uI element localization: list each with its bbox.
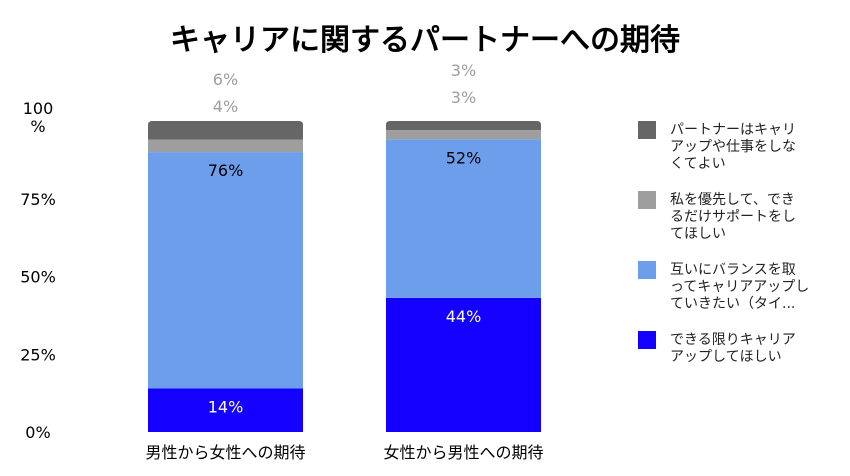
legend-swatch: [638, 121, 656, 139]
legend-label: 互いにバランスを取ってキャリアアップしていきたい（タイ...: [670, 262, 809, 312]
bar-segment: [386, 121, 541, 131]
bar-segment: [386, 297, 541, 432]
legend-label: できる限りキャリアアップしてほしい: [670, 332, 796, 365]
legend: パートナーはキャリアップや仕事をしなくてよい私を優先して、できるだけサポートをし…: [638, 121, 809, 365]
y-tick-label: 25%: [20, 345, 56, 364]
y-tick-label: 100%: [23, 99, 54, 136]
data-label: 4%: [213, 97, 238, 116]
bar-segment: [386, 130, 541, 140]
data-label: 6%: [213, 70, 238, 89]
legend-swatch: [638, 261, 656, 279]
y-tick-label: 50%: [20, 268, 56, 287]
bar-segment: [148, 152, 303, 389]
y-tick-label: 0%: [25, 423, 50, 442]
bar-segment: [386, 139, 541, 298]
bar-segment: [148, 139, 303, 153]
legend-label: 私を優先して、できるだけサポートをしてほしい: [670, 192, 796, 242]
data-label: 44%: [446, 307, 482, 326]
y-axis: 0% 25% 50% 75% 100%: [20, 99, 56, 442]
legend-swatch: [638, 191, 656, 209]
x-category-label: 女性から男性への期待: [383, 443, 543, 462]
bar-group: [148, 121, 541, 432]
data-label: 3%: [451, 61, 476, 80]
y-tick-label: 75%: [20, 190, 56, 209]
x-category-label: 男性から女性への期待: [145, 443, 305, 462]
data-labels: 14% 76% 6% 4% 44% 52% 3% 3%: [208, 61, 482, 416]
data-label: 52%: [446, 148, 482, 167]
legend-swatch: [638, 331, 656, 349]
bar-segment: [148, 388, 303, 432]
bar-segment: [148, 121, 303, 140]
x-axis: 男性から女性への期待 女性から男性への期待: [145, 443, 543, 462]
data-label: 3%: [451, 88, 476, 107]
data-label: 14%: [208, 397, 244, 416]
data-label: 76%: [208, 161, 244, 180]
legend-label: パートナーはキャリアップや仕事をしなくてよい: [670, 122, 796, 172]
chart-title: キャリアに関するパートナーへの期待: [170, 23, 680, 58]
